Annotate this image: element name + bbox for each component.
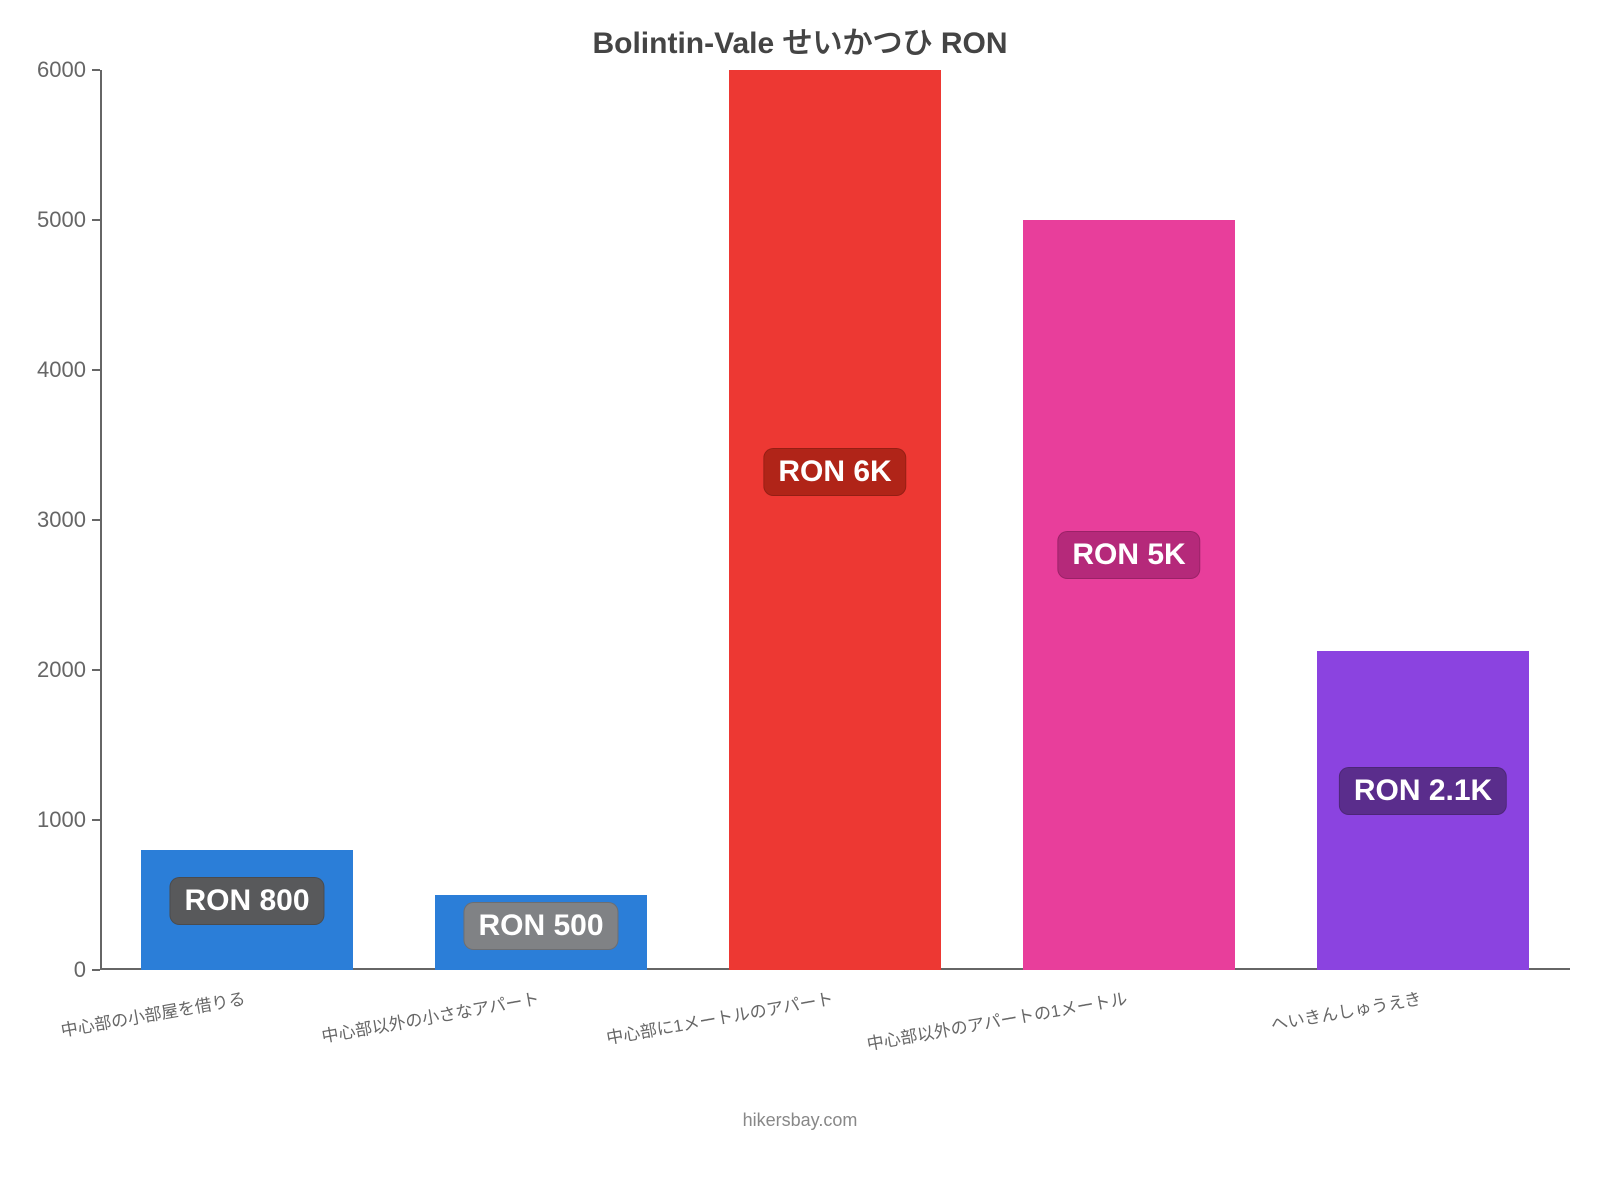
bar	[1023, 220, 1235, 970]
value-badge: RON 2.1K	[1339, 767, 1507, 815]
y-tick	[92, 819, 100, 821]
chart-container: Bolintin-Vale せいかつひ RON RON 800RON 500RO…	[0, 0, 1600, 1200]
y-tick-label: 3000	[6, 507, 86, 533]
chart-title: Bolintin-Vale せいかつひ RON	[0, 18, 1600, 62]
value-badge: RON 800	[169, 877, 324, 925]
value-badge: RON 5K	[1057, 531, 1200, 579]
y-tick-label: 4000	[6, 357, 86, 383]
attribution-text: hikersbay.com	[0, 1110, 1600, 1131]
y-tick-label: 5000	[6, 207, 86, 233]
plot-area: RON 800 RON 500 RON 6K RON 5K RON 2.1K	[100, 70, 1570, 970]
y-tick	[92, 219, 100, 221]
y-tick-label: 6000	[6, 57, 86, 83]
y-tick-label: 2000	[6, 657, 86, 683]
y-tick	[92, 369, 100, 371]
x-tick-label: 中心部以外の小さなアパート	[222, 984, 541, 1064]
x-tick-label: 中心部に1メートルのアパート	[516, 984, 835, 1064]
y-tick	[92, 669, 100, 671]
y-tick	[92, 519, 100, 521]
y-tick	[92, 969, 100, 971]
y-tick-label: 0	[6, 957, 86, 983]
y-tick	[92, 69, 100, 71]
x-tick-label: 中心部の小部屋を借りる	[0, 984, 247, 1064]
x-tick-label: へいきんしゅうえき	[1104, 984, 1423, 1064]
y-axis	[100, 70, 102, 970]
bar	[729, 70, 941, 970]
y-tick-label: 1000	[6, 807, 86, 833]
x-tick-label: 中心部以外のアパートの1メートル	[810, 984, 1129, 1064]
value-badge: RON 500	[463, 902, 618, 950]
value-badge: RON 6K	[763, 448, 906, 496]
